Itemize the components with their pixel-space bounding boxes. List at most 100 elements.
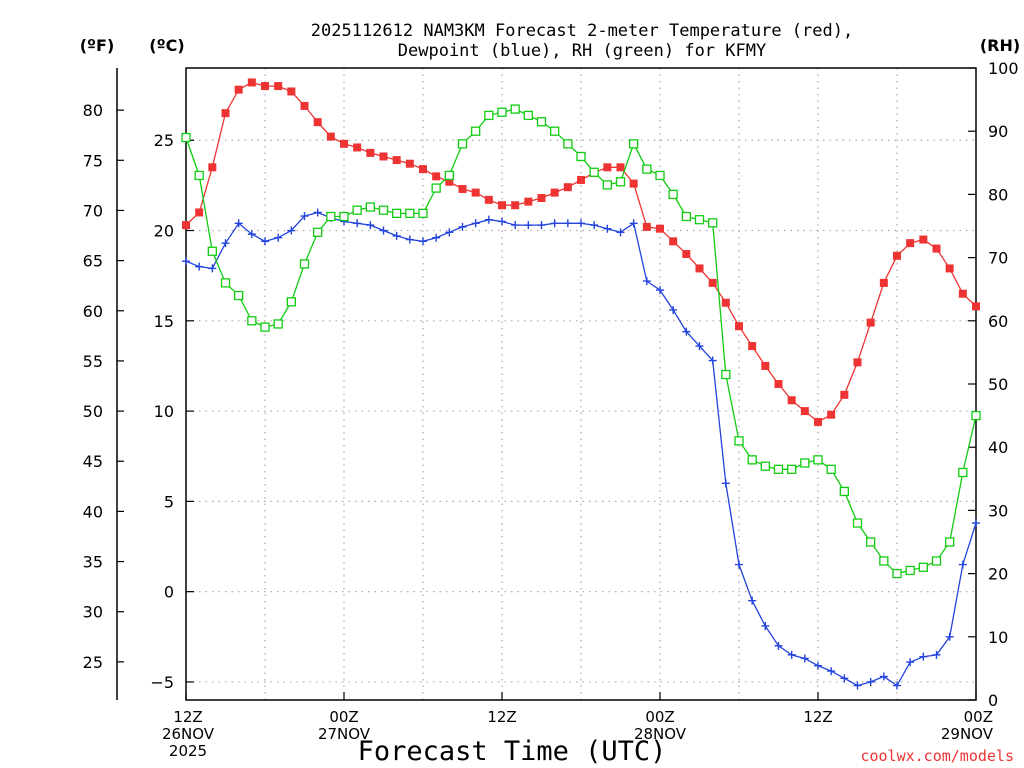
rh-point	[497, 107, 507, 117]
rh-point	[708, 218, 718, 228]
rh-tick-label: 90	[988, 122, 1008, 141]
rh-tick-label: 100	[988, 59, 1019, 78]
dewpoint-point	[511, 221, 520, 230]
rh-point	[694, 215, 705, 225]
dewpoint-point	[432, 233, 441, 242]
rh-point	[471, 126, 481, 136]
temperature-point	[458, 184, 467, 193]
temperature-point	[524, 197, 533, 206]
dewpoint-point	[682, 327, 691, 336]
temperature-point	[866, 318, 875, 327]
rh-tick-label: 40	[988, 438, 1008, 457]
temperature-point	[221, 109, 230, 118]
temperature-point	[800, 407, 809, 416]
temperature-point	[735, 322, 743, 331]
temperature-point	[563, 183, 572, 192]
dewpoint-point	[787, 650, 796, 659]
rh-point	[418, 208, 428, 219]
dewpoint-point	[814, 661, 822, 670]
dewpoint-point	[932, 650, 941, 659]
rh-point	[681, 211, 691, 222]
temperature-point	[814, 417, 822, 426]
rh-tick-label: 80	[988, 185, 1008, 204]
temperature-point	[261, 82, 269, 91]
rh-tick-label: 50	[988, 375, 1008, 394]
dewpoint-point	[537, 221, 546, 230]
dewpoint-point	[893, 681, 901, 690]
dewpoint-point	[524, 221, 533, 230]
temperature-point	[840, 390, 849, 399]
rh-point	[721, 369, 731, 380]
x-axis-label: Forecast Time (UTC)	[358, 736, 667, 767]
temperature-point	[208, 163, 217, 172]
temperature-point	[326, 132, 335, 141]
dewpoint-point	[261, 237, 269, 246]
dewpoint-point	[366, 221, 375, 230]
rh-point	[879, 556, 889, 566]
fahrenheit-unit-label: (ºF)	[80, 36, 115, 55]
temperature-point	[708, 278, 717, 287]
dewpoint-point	[761, 621, 770, 630]
temperature-point	[761, 361, 770, 370]
rh-point	[313, 227, 323, 237]
dewpoint-point	[958, 560, 967, 569]
temperature-point	[827, 410, 836, 419]
rh-point	[958, 467, 968, 478]
temperature-point	[945, 264, 954, 273]
dewpoint-point	[458, 222, 467, 231]
dewpoint-point	[247, 230, 256, 239]
rh-point	[444, 170, 454, 181]
dewpoint-point	[208, 264, 217, 273]
rh-point	[866, 537, 876, 547]
rh-point	[945, 537, 955, 547]
rh-point	[773, 464, 784, 474]
temperature-point	[748, 342, 757, 351]
rh-point	[813, 455, 823, 465]
rh-point	[286, 297, 296, 307]
rh-point	[550, 126, 560, 136]
dewpoint-point	[563, 219, 572, 228]
dewpoint-point	[550, 219, 559, 228]
dewpoint-point	[656, 286, 664, 295]
temperature-point	[537, 194, 546, 203]
temperature-point	[313, 118, 322, 127]
fahrenheit-tick-label: 75	[83, 151, 103, 170]
temperature-point	[498, 201, 506, 210]
temperature-point	[787, 396, 796, 405]
rh-point	[299, 259, 310, 269]
dewpoint-point	[708, 356, 717, 365]
fahrenheit-tick-label: 35	[83, 553, 103, 572]
temperature-point	[932, 244, 941, 253]
time-tick-label: 12Z	[173, 708, 202, 726]
rh-point	[484, 110, 494, 121]
temperature-point	[893, 251, 901, 260]
rh-point	[655, 170, 665, 181]
rh-point	[826, 464, 836, 474]
rh-point	[839, 486, 849, 497]
dewpoint-point	[629, 219, 638, 228]
time-tick-label: 12Z	[487, 708, 516, 726]
dewpoint-point	[642, 277, 651, 286]
temperature-point	[247, 78, 256, 87]
series-temperature	[182, 78, 980, 426]
rh-point	[536, 117, 547, 127]
dewpoint-point	[392, 231, 401, 240]
time-tick-label: 00Z	[329, 708, 358, 726]
dewpoint-point	[669, 305, 678, 314]
temperature-point	[366, 148, 375, 157]
rh-point	[971, 410, 981, 421]
dewpoint-point	[879, 672, 888, 681]
dewpoint-point	[800, 654, 809, 663]
time-tick-label: 26NOV	[162, 725, 215, 743]
rh-point	[852, 518, 863, 528]
fahrenheit-tick-label: 55	[83, 352, 103, 371]
rh-point	[787, 464, 797, 474]
dewpoint-point	[313, 208, 322, 217]
rh-point	[378, 205, 389, 215]
rh-point	[563, 139, 573, 149]
dewpoint-point	[484, 215, 493, 224]
temperature-point	[353, 143, 362, 152]
series-layer	[181, 78, 981, 690]
dewpoint-point	[221, 239, 230, 248]
